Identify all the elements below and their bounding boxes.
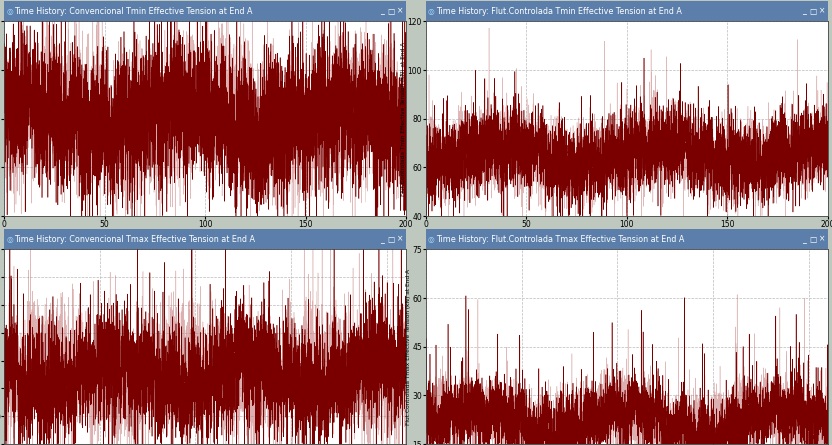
Text: ×: ×: [397, 235, 404, 244]
Text: _: _: [380, 235, 384, 244]
Text: Time History: Flut.Controlada Tmin Effective Tension at End A: Time History: Flut.Controlada Tmin Effec…: [436, 7, 682, 16]
Text: □: □: [809, 7, 816, 16]
Text: Time History: Convencional Tmax Effective Tension at End A: Time History: Convencional Tmax Effectiv…: [14, 235, 255, 244]
Text: □: □: [387, 7, 394, 16]
Text: _: _: [380, 7, 384, 16]
Text: ×: ×: [819, 7, 825, 16]
X-axis label: Time (s): Time (s): [610, 231, 644, 239]
Text: ×: ×: [819, 235, 825, 244]
Text: □: □: [809, 235, 816, 244]
Text: _: _: [802, 7, 805, 16]
Text: Time History: Flut.Controlada Tmax Effective Tension at End A: Time History: Flut.Controlada Tmax Effec…: [436, 235, 685, 244]
Text: ◎: ◎: [428, 7, 434, 16]
X-axis label: Time (s): Time (s): [188, 231, 222, 239]
Text: ◎: ◎: [6, 7, 12, 16]
Y-axis label: Flut.Controlada Tmin Effective Tension (kN) at End A: Flut.Controlada Tmin Effective Tension (…: [401, 42, 406, 196]
Text: Time History: Convencional Tmin Effective Tension at End A: Time History: Convencional Tmin Effectiv…: [14, 7, 253, 16]
Text: □: □: [387, 235, 394, 244]
Text: ◎: ◎: [428, 235, 434, 244]
Text: _: _: [802, 235, 805, 244]
Text: ×: ×: [397, 7, 404, 16]
Y-axis label: Flut.Controlada Tmax Effective Tension (kN) at End A: Flut.Controlada Tmax Effective Tension (…: [406, 269, 411, 425]
Text: ◎: ◎: [6, 235, 12, 244]
